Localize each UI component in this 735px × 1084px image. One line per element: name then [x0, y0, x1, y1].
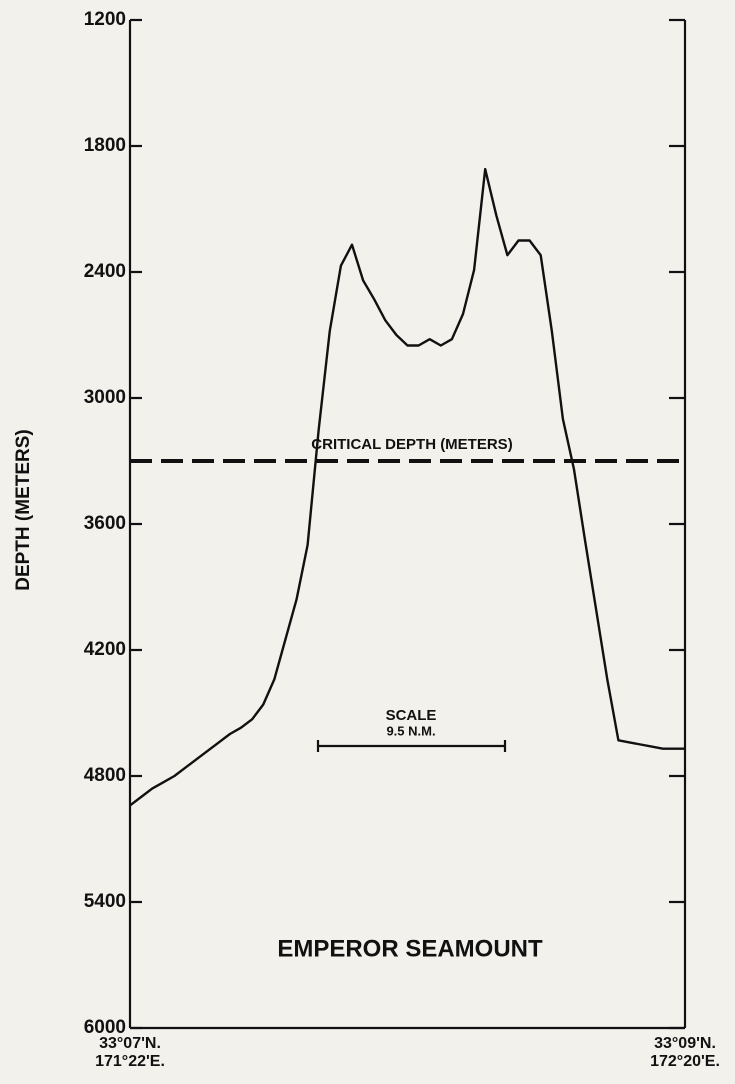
critical-depth-label: CRITICAL DEPTH (METERS)	[311, 436, 512, 453]
y-tick-label: 1800	[84, 135, 126, 156]
y-tick-label: 5400	[84, 891, 126, 912]
y-tick-label: 4200	[84, 639, 126, 660]
y-tick-label: 6000	[84, 1017, 126, 1038]
x-tick-label: 33°07'N. 171°22'E.	[95, 1035, 165, 1070]
chart-title: EMPEROR SEAMOUNT	[277, 935, 543, 962]
y-axis-label: DEPTH (METERS)	[13, 429, 34, 591]
y-tick-label: 2400	[84, 261, 126, 282]
y-tick-label: 3600	[84, 513, 126, 534]
scale-bar: SCALE 9.5 N.M.	[316, 707, 507, 752]
scale-title: SCALE	[386, 707, 437, 724]
scale-label: 9.5 N.M.	[386, 723, 435, 738]
y-tick-label: 3000	[84, 387, 126, 408]
x-tick-label: 33°09'N. 172°20'E.	[650, 1035, 720, 1070]
y-tick-label: 1200	[84, 9, 126, 30]
depth-profile	[129, 167, 685, 807]
y-tick-label: 4800	[84, 765, 126, 786]
